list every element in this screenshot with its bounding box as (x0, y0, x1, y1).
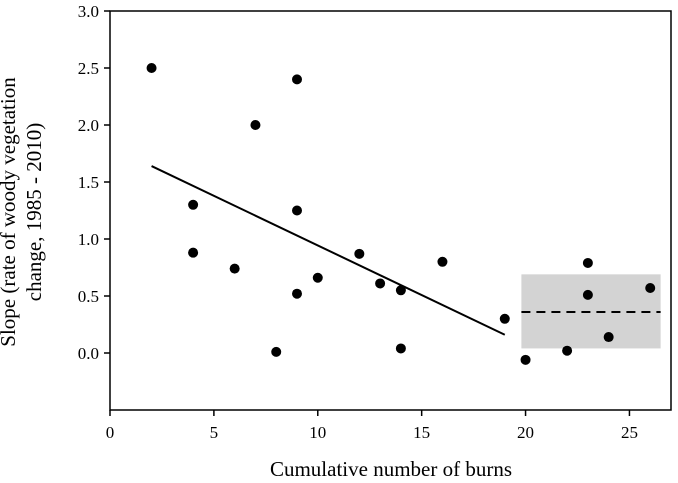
data-point (229, 263, 240, 274)
data-point (437, 256, 448, 267)
y-tick-label: 3.0 (78, 2, 99, 21)
x-tick-label: 5 (210, 423, 219, 442)
y-tick-label: 2.0 (78, 116, 99, 135)
x-tick-label: 20 (517, 423, 534, 442)
y-tick-label: 1.0 (78, 230, 99, 249)
data-point (395, 343, 406, 354)
y-tick-label: 0.5 (78, 287, 99, 306)
data-point (250, 120, 261, 130)
data-point (271, 346, 282, 357)
data-point (146, 63, 157, 73)
data-point (520, 354, 531, 365)
data-point (603, 332, 614, 343)
y-axis-ticks: 0.0 0.5 1.0 1.5 2.0 2.5 3.0 (78, 2, 110, 363)
y-axis-label-line-1: Slope (rate of woody vegetation (0, 77, 20, 347)
data-point (188, 247, 199, 258)
y-axis-label-line-2: change, 1985 - 2010) (22, 123, 46, 301)
x-tick-label: 10 (309, 423, 326, 442)
data-point (292, 74, 302, 85)
data-point (562, 345, 573, 356)
data-point (375, 278, 386, 289)
x-axis-label: Cumulative number of burns (270, 457, 512, 481)
data-point (354, 248, 365, 259)
y-tick-label: 2.5 (78, 59, 99, 78)
points-layer (146, 63, 656, 365)
data-point (582, 289, 593, 300)
data-point (188, 199, 199, 210)
data-point (395, 285, 406, 296)
x-tick-label: 15 (413, 423, 430, 442)
y-axis-label: Slope (rate of woody vegetation change, … (0, 77, 46, 347)
x-tick-label: 0 (106, 423, 115, 442)
data-point (582, 257, 593, 268)
data-point (292, 288, 302, 299)
x-tick-label: 25 (621, 423, 638, 442)
y-tick-label: 0.0 (78, 344, 99, 363)
plot-frame (109, 10, 672, 411)
data-point (645, 283, 656, 294)
y-tick-label: 1.5 (78, 173, 99, 192)
data-point (312, 272, 323, 283)
data-point (292, 205, 302, 216)
regression-line (151, 165, 506, 336)
data-point (499, 313, 510, 324)
x-axis-ticks: 0 5 10 15 20 25 (106, 410, 638, 442)
